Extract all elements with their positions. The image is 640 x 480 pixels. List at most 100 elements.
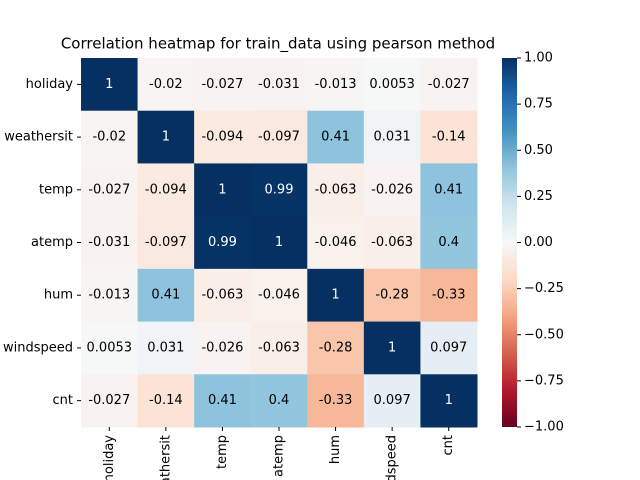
cell-label: -0.026 — [201, 340, 243, 355]
cell-label: -0.027 — [88, 182, 130, 197]
cell-label: 1 — [331, 288, 339, 303]
heatmap-cell — [307, 268, 365, 323]
cell-label: -0.026 — [371, 182, 413, 197]
cell-label: 0.031 — [374, 130, 411, 145]
heatmap-cell — [307, 110, 365, 164]
x-tick-label: holiday — [102, 435, 117, 480]
heatmap-cell — [307, 216, 365, 270]
heatmap-cell — [363, 163, 421, 217]
heatmap-cell — [420, 268, 478, 323]
heatmap-cell — [420, 216, 478, 270]
heatmap-cell — [420, 374, 478, 428]
cell-label: 1 — [162, 130, 170, 145]
heatmap-cell — [81, 374, 139, 428]
cell-label: -0.027 — [201, 77, 243, 92]
cell-label: -0.02 — [92, 130, 126, 145]
heatmap-cell — [420, 321, 478, 375]
cell-label: 0.0053 — [87, 340, 133, 355]
cell-label: -0.14 — [149, 393, 183, 408]
cell-label: -0.013 — [315, 77, 357, 92]
colorbar-tick-label: 0.75 — [524, 97, 553, 112]
heatmap-cell — [363, 268, 421, 323]
heatmap-cell — [420, 163, 478, 217]
cell-label: -0.063 — [371, 235, 413, 250]
heatmap-cell — [363, 374, 421, 428]
y-tick-label: temp — [39, 182, 73, 197]
heatmap-cell — [137, 110, 195, 164]
x-tick-label: atemp — [272, 435, 287, 477]
colorbar-tick-label: −0.25 — [524, 281, 564, 296]
heatmap-cell — [81, 268, 139, 323]
heatmap-cell — [194, 216, 252, 270]
heatmap-cell — [81, 216, 139, 270]
cell-label: -0.031 — [258, 77, 300, 92]
cell-label: -0.02 — [149, 77, 183, 92]
cell-label: -0.33 — [432, 288, 466, 303]
cell-label: 0.99 — [208, 235, 237, 250]
y-tick-label: windspeed — [3, 340, 73, 355]
cell-label: -0.28 — [319, 340, 353, 355]
chart-title: Correlation heatmap for train_data using… — [61, 35, 495, 54]
heatmap-cell — [307, 163, 365, 217]
heatmap-cell — [81, 110, 139, 164]
heatmap-cell — [250, 268, 308, 323]
colorbar-tick-label: 0.00 — [524, 235, 553, 250]
cell-label: -0.031 — [88, 235, 130, 250]
heatmap-cell — [363, 58, 421, 112]
heatmap-cell — [81, 321, 139, 375]
cell-label: -0.33 — [319, 393, 353, 408]
heatmap-cell — [250, 163, 308, 217]
cell-label: 1 — [275, 235, 283, 250]
cell-label: -0.063 — [201, 288, 243, 303]
colorbar-tick-label: −0.50 — [524, 327, 564, 342]
colorbar-tick-label: 0.50 — [524, 143, 553, 158]
heatmap-cell — [81, 163, 139, 217]
colorbar-tick-label: −1.00 — [524, 420, 564, 435]
heatmap-cell — [363, 110, 421, 164]
heatmap-cell — [363, 216, 421, 270]
cell-label: 0.99 — [265, 182, 294, 197]
heatmap-cell — [250, 110, 308, 164]
x-tick-label: temp — [215, 435, 230, 469]
heatmap-cell — [194, 163, 252, 217]
cell-label: -0.14 — [432, 130, 466, 145]
heatmap-cell — [307, 321, 365, 375]
cell-label: -0.013 — [88, 288, 130, 303]
heatmap-cell — [420, 58, 478, 112]
cell-label: 1 — [105, 77, 113, 92]
cell-label: 0.41 — [434, 182, 463, 197]
heatmap-cell — [250, 321, 308, 375]
cell-label: -0.063 — [258, 340, 300, 355]
colorbar — [502, 58, 517, 427]
cell-label: -0.046 — [315, 235, 357, 250]
cell-label: 0.4 — [269, 393, 290, 408]
heatmap-cell — [194, 58, 252, 112]
heatmap-cell — [194, 268, 252, 323]
y-tick-label: cnt — [53, 393, 73, 408]
cell-label: -0.094 — [145, 182, 187, 197]
x-tick-label: windspeed — [385, 435, 400, 480]
cell-label: -0.063 — [315, 182, 357, 197]
cell-label: 0.0053 — [369, 77, 415, 92]
heatmap-cell — [194, 374, 252, 428]
heatmap-cell — [363, 321, 421, 375]
heatmap-cell — [81, 58, 139, 112]
heatmap-cell — [307, 58, 365, 112]
heatmap-cell — [194, 110, 252, 164]
heatmap-cell — [137, 374, 195, 428]
cell-label: 0.41 — [208, 393, 237, 408]
cell-label: 0.097 — [430, 340, 467, 355]
cell-label: -0.28 — [375, 288, 409, 303]
heatmap-cell — [307, 374, 365, 428]
cell-label: -0.097 — [258, 130, 300, 145]
colorbar-tick-label: 0.25 — [524, 189, 553, 204]
cell-label: 1 — [388, 340, 396, 355]
cell-label: -0.094 — [201, 130, 243, 145]
cell-label: 0.097 — [374, 393, 411, 408]
x-tick-label: cnt — [441, 435, 456, 455]
heatmap-cell — [137, 321, 195, 375]
heatmap-cell — [137, 58, 195, 112]
y-tick-label: atemp — [31, 235, 73, 250]
heatmap-cell — [194, 321, 252, 375]
